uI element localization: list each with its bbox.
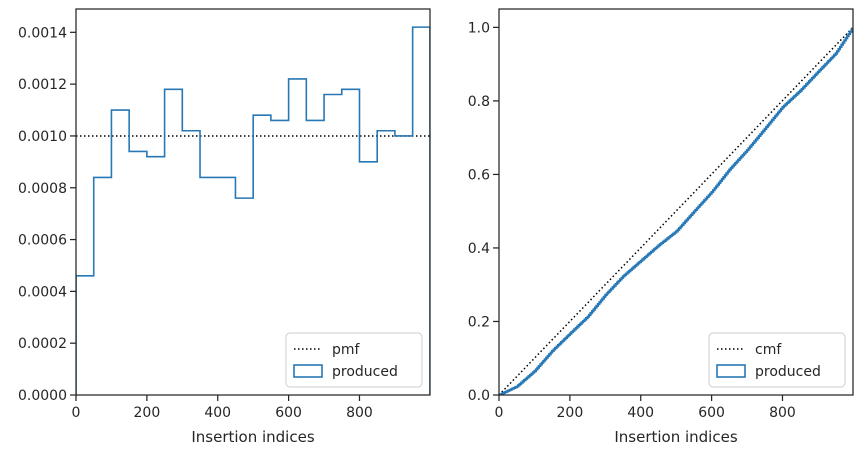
series-cmf-line xyxy=(499,26,853,395)
legend-label-produced: produced xyxy=(755,364,821,380)
x-tick-label: 400 xyxy=(627,405,654,421)
y-tick-label: 0.8 xyxy=(468,94,490,110)
x-tick-label: 800 xyxy=(769,405,796,421)
x-tick-label: 400 xyxy=(204,405,231,421)
legend: pmf produced xyxy=(285,332,423,388)
axes-frame xyxy=(75,8,431,396)
y-tick-label: 0.0002 xyxy=(18,336,67,352)
series-produced-curve xyxy=(499,27,853,395)
legend-box xyxy=(285,332,423,388)
y-tick-label: 0.0010 xyxy=(18,129,67,145)
series-produced-step xyxy=(76,26,430,395)
x-tick-label: 200 xyxy=(134,405,161,421)
y-tick-label: 0.4 xyxy=(468,241,490,257)
legend-label-produced: produced xyxy=(332,364,398,380)
y-tick-label: 0.6 xyxy=(468,167,490,183)
y-tick-label: 0.2 xyxy=(468,314,490,330)
chart-panel-left: 0 200 400 600 800 0.0000 0.0002 0.0004 0.0006 0.0… xyxy=(18,8,431,446)
y-tick-label: 0.0012 xyxy=(18,77,67,93)
y-tick-label: 0.0008 xyxy=(18,181,67,197)
x-tick-label: 0 xyxy=(72,405,81,421)
x-axis-label: Insertion indices xyxy=(191,428,314,446)
legend-swatch-produced xyxy=(716,364,746,378)
legend-box xyxy=(708,332,846,388)
x-tick-label: 0 xyxy=(495,405,504,421)
x-axis-label: Insertion indices xyxy=(614,428,737,446)
chart-panel-right: 0 200 400 600 800 0.0 0.2 0.4 0.6 0.8 1.0 Insertion… xyxy=(468,8,854,446)
legend-swatch-produced xyxy=(293,364,323,378)
legend: cmf produced xyxy=(708,332,846,388)
y-tick-label: 0.0000 xyxy=(18,388,67,404)
x-tick-label: 600 xyxy=(275,405,302,421)
y-tick-label: 0.0014 xyxy=(18,25,67,41)
legend-label-pmf: pmf xyxy=(332,342,361,358)
legend-label-cmf: cmf xyxy=(755,342,782,358)
plot-content xyxy=(499,26,853,395)
plot-content xyxy=(76,26,430,395)
x-tick-label: 600 xyxy=(698,405,725,421)
axes-frame xyxy=(498,8,854,396)
y-tick-label: 0.0004 xyxy=(18,284,67,300)
y-tick-label: 0.0006 xyxy=(18,233,67,249)
x-tick-label: 800 xyxy=(346,405,373,421)
y-tick-label: 0.0 xyxy=(468,388,490,404)
y-tick-label: 1.0 xyxy=(468,20,490,36)
x-tick-label: 200 xyxy=(557,405,584,421)
